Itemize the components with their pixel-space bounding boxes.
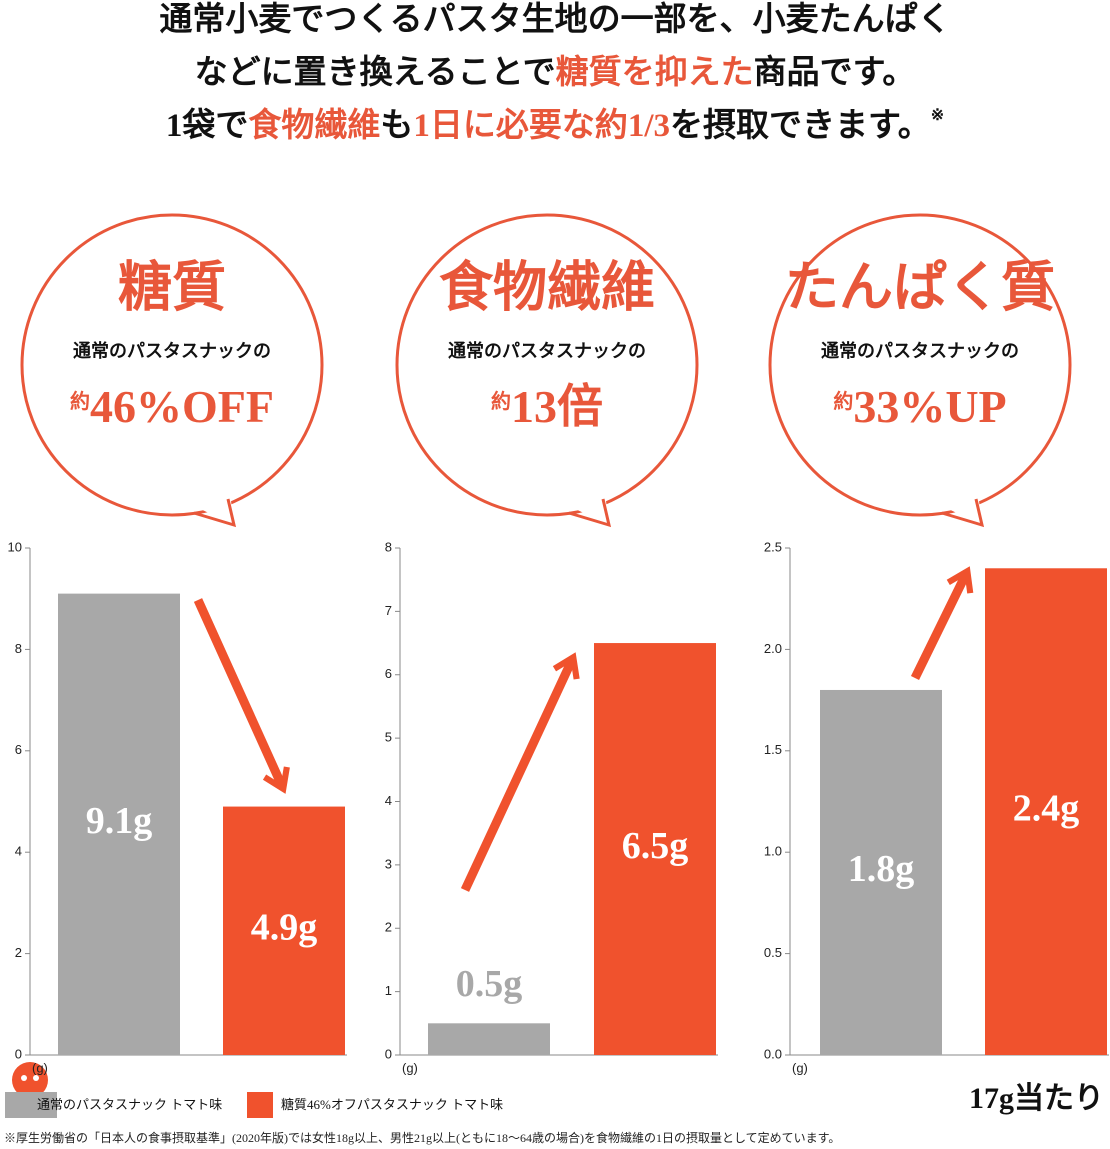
note-mark: ※ — [931, 107, 944, 124]
callout-bubble — [20, 213, 324, 517]
headline-line: 通常小麦でつくるパスタ生地の一部を、小麦たんぱく — [159, 1, 950, 38]
headline-line: などに置き換えることで糖質を抑えた商品です。 — [195, 54, 916, 91]
y-tick-label: 2.0 — [764, 641, 782, 656]
headline-segment: 商品です。 — [754, 54, 916, 91]
bar — [985, 568, 1107, 1055]
y-tick-label: 7 — [385, 603, 392, 618]
headline-segment: 1日に必要な約1/3 — [413, 107, 670, 144]
callout-tail — [568, 498, 612, 528]
y-tick-label: 8 — [385, 539, 392, 554]
y-tick-label: 6 — [385, 666, 392, 681]
y-tick-label: 3 — [385, 856, 392, 871]
value-label: 6.5g — [622, 825, 689, 867]
callout-prefix: 約 — [70, 389, 90, 413]
legend-swatch — [5, 1092, 57, 1118]
headline: 通常小麦でつくるパスタ生地の一部を、小麦たんぱくなどに置き換えることで糖質を抑え… — [159, 1, 950, 144]
headline-line: 1袋で食物繊維も1日に必要な約1/3を摂取できます。※ — [166, 106, 944, 144]
y-tick-label: 0.0 — [764, 1046, 782, 1061]
callout-value-text: 13倍 — [511, 381, 603, 432]
y-tick-label: 1.0 — [764, 844, 782, 859]
arrow — [460, 652, 580, 892]
callout-title: たんぱく質 — [785, 257, 1055, 317]
y-tick-label: 0 — [15, 1046, 22, 1061]
mascot-icon — [12, 1062, 48, 1098]
bar — [428, 1023, 550, 1055]
callout-subtitle: 通常のパスタスナックの — [448, 340, 646, 361]
y-tick-label: 0.5 — [764, 945, 782, 960]
callout-bubble — [768, 213, 1072, 517]
y-tick-label: 8 — [15, 641, 22, 656]
footnote: ※厚生労働省の「日本人の食事摂取基準」(2020年版)では女性18g以上、男性2… — [4, 1130, 840, 1145]
unit-label: (g) — [32, 1060, 48, 1075]
legend-swatch — [247, 1092, 273, 1118]
headline-segment: 糖質を抑えた — [556, 54, 754, 91]
y-tick-label: 1.5 — [764, 742, 782, 757]
arrow — [193, 598, 290, 794]
per-amount: 17g当たり — [969, 1082, 1104, 1115]
value-label: 0.5g — [456, 963, 523, 1005]
y-tick-label: 0 — [385, 1046, 392, 1061]
bar — [594, 643, 716, 1055]
callout-title: 食物繊維 — [439, 257, 655, 317]
callout-subtitle: 通常のパスタスナックの — [821, 340, 1019, 361]
callout-subtitle: 通常のパスタスナックの — [73, 340, 271, 361]
y-tick-label: 2 — [385, 920, 392, 935]
callout-value: 約33%UP — [833, 381, 1006, 432]
callout-value-text: 46%OFF — [90, 381, 274, 432]
y-tick-label: 2.5 — [764, 539, 782, 554]
headline-segment: 1袋で — [166, 107, 249, 144]
callout-bubble — [395, 213, 699, 517]
unit-label: (g) — [402, 1060, 418, 1075]
callout-value: 約13倍 — [491, 381, 603, 432]
headline-segment: を摂取できます。 — [670, 107, 931, 144]
y-tick-label: 4 — [15, 844, 22, 859]
arrow — [910, 566, 974, 680]
value-label: 1.8g — [848, 848, 915, 890]
callout-title: 糖質 — [118, 257, 226, 317]
unit-label: (g) — [792, 1060, 808, 1075]
callout-tail — [941, 498, 985, 528]
legend-label: 糖質46%オフパスタスナック トマト味 — [281, 1097, 503, 1112]
callout-prefix: 約 — [491, 389, 511, 413]
y-tick-label: 1 — [385, 983, 392, 998]
headline-segment: 通常小麦でつくるパスタ生地の一部を、小麦たんぱく — [159, 1, 950, 38]
callout-tail — [193, 498, 237, 528]
callout-tail-cover — [940, 493, 982, 525]
y-tick-label: 10 — [8, 539, 22, 554]
y-tick-label: 5 — [385, 730, 392, 745]
value-label: 9.1g — [86, 800, 153, 842]
value-label: 2.4g — [1013, 787, 1080, 829]
y-tick-label: 2 — [15, 945, 22, 960]
bar — [223, 806, 345, 1055]
callout-tail-cover — [192, 493, 234, 525]
legend-label: 通常のパスタスナック トマト味 — [37, 1097, 222, 1112]
bar — [58, 593, 180, 1055]
y-tick-label: 4 — [385, 793, 392, 808]
headline-segment: も — [380, 108, 413, 144]
callout-value: 約46%OFF — [70, 381, 274, 432]
headline-segment: 食物繊維 — [248, 106, 380, 144]
callout-value-text: 33%UP — [853, 381, 1006, 432]
value-label: 4.9g — [251, 907, 318, 949]
callout-prefix: 約 — [833, 389, 853, 413]
bar — [820, 689, 942, 1055]
callout-tail-cover — [567, 493, 609, 525]
y-tick-label: 6 — [15, 742, 22, 757]
headline-segment: などに置き換えることで — [195, 54, 556, 91]
